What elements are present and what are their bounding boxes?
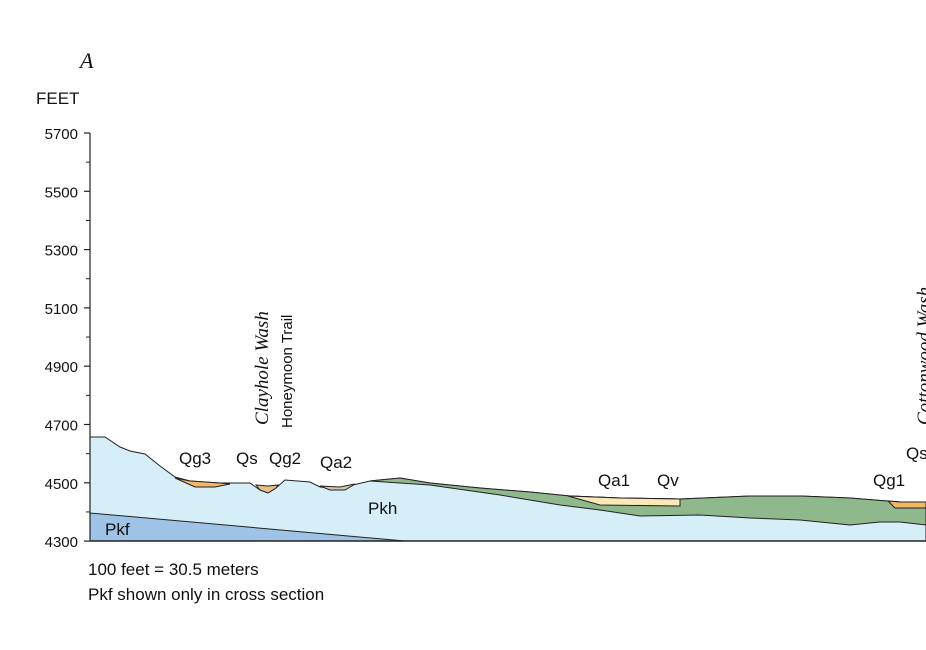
tick-label: 5500 (45, 184, 78, 201)
unit-label: Qv (657, 471, 679, 490)
profile (90, 437, 926, 541)
section-label: A (78, 48, 94, 73)
unit-label: Qs (906, 444, 926, 463)
place-label: Clayhole Wash (252, 311, 273, 425)
axis-ticks: 5700 5500 5300 5100 4900 4700 4500 4300 (45, 126, 90, 551)
place-label: Cottonwood Wash (914, 287, 926, 425)
unit-label: Pkf (105, 520, 130, 539)
axis-label: FEET (36, 89, 79, 108)
tick-label: 5300 (45, 243, 78, 260)
cross-section: 57005500530051004900470045004300 A FEET … (0, 0, 926, 650)
unit-label: Qg2 (269, 449, 301, 468)
tick-label: 5100 (45, 301, 78, 318)
unit-label: Qa1 (598, 471, 630, 490)
unit-label: Qg3 (179, 449, 211, 468)
tick-label: 4500 (45, 476, 78, 493)
note: Pkf shown only in cross section (88, 585, 324, 604)
unit-label: Qg1 (873, 471, 905, 490)
note: 100 feet = 30.5 meters (88, 560, 259, 579)
tick-label: 4700 (45, 418, 78, 435)
unit-label: Qs (236, 449, 258, 468)
tick-label: 4300 (45, 534, 78, 551)
unit-label: Qa2 (320, 453, 352, 472)
unit-label: Pkh (368, 499, 397, 518)
tick-label: 5700 (45, 126, 78, 143)
tick-label: 4900 (45, 359, 78, 376)
place-label: Honeymoon Trail (279, 315, 296, 428)
